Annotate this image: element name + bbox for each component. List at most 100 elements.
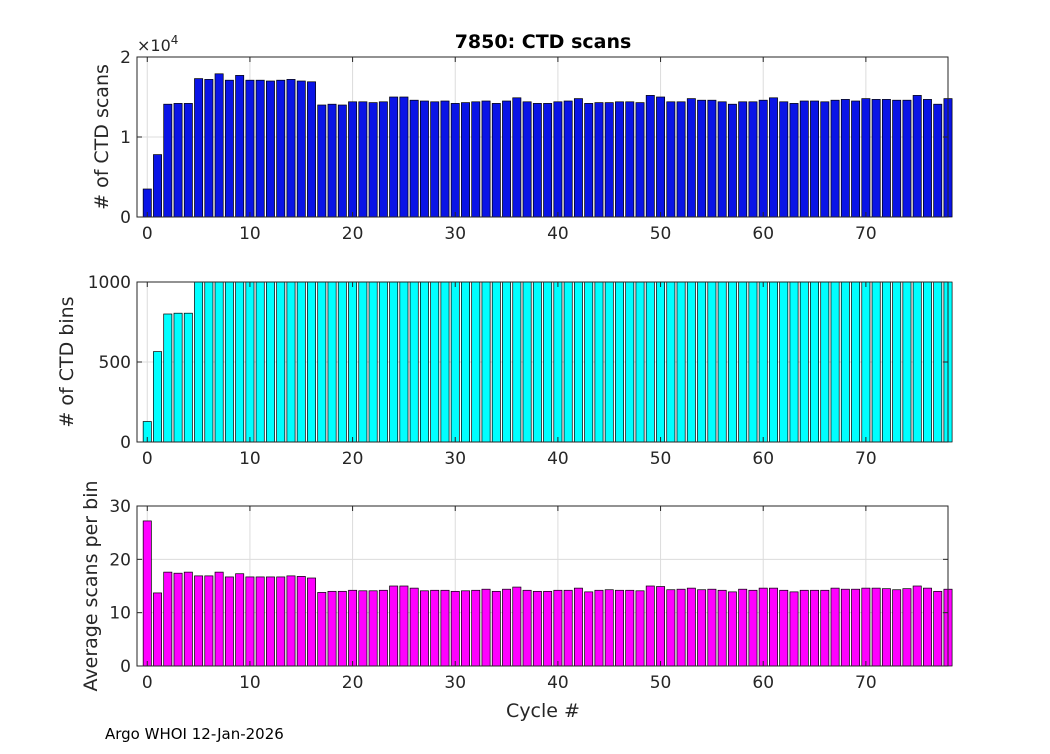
bar-bins (409, 281, 419, 443)
bar-scans (717, 101, 727, 218)
bar-scans (461, 102, 470, 218)
bar-scans (635, 102, 645, 218)
bar-average (769, 587, 778, 667)
x-tick-label: 20 (342, 224, 364, 244)
x-tick-label: 10 (239, 673, 261, 693)
bar-average (142, 520, 152, 667)
bar-scans (840, 99, 850, 218)
bar-average (810, 589, 820, 667)
y-multiplier-exponent: 4 (171, 33, 179, 47)
bar-bins (266, 281, 275, 443)
bar-average (563, 589, 573, 667)
bar-scans (892, 99, 902, 218)
bar-scans (830, 99, 840, 218)
bar-scans (235, 75, 245, 218)
bar-scans (296, 80, 306, 218)
bar-bins (419, 281, 429, 443)
bar-average (697, 589, 707, 667)
bar-average (491, 590, 501, 667)
bar-bins (491, 281, 501, 443)
bar-average (584, 591, 594, 667)
bar-average (707, 588, 717, 667)
bar-average (296, 576, 306, 667)
x-tick-label: 60 (752, 224, 774, 244)
bar-average (204, 575, 214, 667)
bar-scans (707, 99, 717, 218)
bar-bins (594, 281, 604, 443)
bar-bins (532, 281, 542, 443)
bar-scans (327, 103, 337, 218)
bar-average (358, 590, 368, 667)
bar-scans (666, 101, 676, 218)
x-axis-label: Cycle # (506, 700, 580, 722)
bar-bins (615, 281, 624, 443)
bar-average (286, 575, 296, 667)
bar-average (738, 588, 748, 667)
x-tick-label: 40 (547, 449, 569, 469)
bar-bins (697, 281, 707, 443)
bar-average (419, 590, 429, 667)
bar-average (389, 585, 399, 667)
bar-bins (881, 281, 891, 443)
bar-average (779, 589, 789, 667)
bar-average (327, 590, 337, 667)
bar-scans (861, 98, 871, 218)
bar-scans (820, 101, 830, 218)
x-tick-label: 0 (142, 449, 153, 469)
bar-bins (502, 281, 512, 443)
x-tick-label: 70 (855, 673, 877, 693)
y-tick-label: 0 (120, 433, 131, 453)
bar-scans (399, 96, 409, 218)
y-multiplier-base: ×10 (137, 36, 171, 55)
bar-average (615, 589, 624, 667)
x-tick-label: 40 (547, 224, 569, 244)
bar-bins (337, 281, 347, 443)
bar-scans (491, 103, 501, 218)
bar-bins (923, 281, 932, 443)
bar-bins (440, 281, 450, 443)
bar-bins (430, 281, 440, 443)
bar-bins (573, 281, 583, 443)
bar-average (512, 586, 522, 667)
bar-scans (255, 79, 265, 218)
bar-average (851, 588, 861, 667)
bar-bins (214, 281, 224, 443)
x-tick-label: 60 (752, 673, 774, 693)
bar-average (245, 576, 255, 667)
bar-scans (481, 100, 491, 218)
bar-average (214, 571, 224, 667)
bar-scans (389, 96, 399, 218)
bar-bins (738, 281, 748, 443)
bar-bins (563, 281, 573, 443)
y-tick-label: 0 (120, 208, 131, 228)
bar-average (933, 590, 943, 667)
bar-average (471, 589, 481, 667)
bar-average (522, 589, 532, 667)
bar-scans (224, 79, 234, 218)
bar-scans (799, 100, 809, 218)
bar-average (235, 573, 245, 667)
x-tick-label: 50 (650, 224, 672, 244)
bar-bins (717, 281, 727, 443)
bar-scans (881, 99, 891, 218)
bar-bins (584, 281, 594, 443)
bar-scans (214, 73, 224, 218)
bar-scans (450, 103, 460, 218)
bar-average (348, 589, 358, 667)
bar-bins (307, 281, 316, 443)
bar-bins (471, 281, 481, 443)
bar-bins (153, 351, 162, 443)
bar-scans (584, 103, 594, 218)
bar-scans (286, 79, 296, 218)
bar-scans (912, 95, 922, 218)
bar-bins (666, 281, 676, 443)
bar-scans (430, 101, 440, 218)
bar-bins (625, 281, 635, 443)
bar-average (645, 585, 655, 667)
bar-scans (173, 103, 183, 218)
bar-average (409, 587, 419, 667)
bar-scans (543, 103, 553, 218)
bar-average (337, 590, 347, 667)
